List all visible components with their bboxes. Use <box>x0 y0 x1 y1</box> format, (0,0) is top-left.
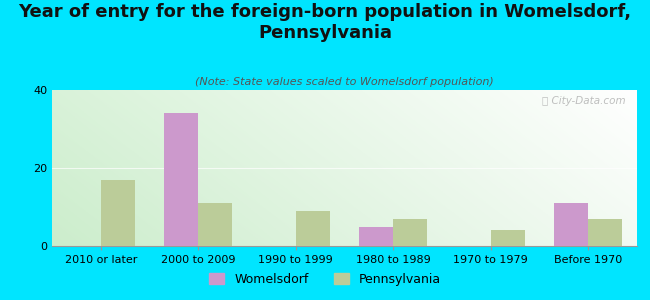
Bar <box>588 219 623 246</box>
Legend: Womelsdorf, Pennsylvania: Womelsdorf, Pennsylvania <box>204 268 446 291</box>
Bar <box>554 203 588 246</box>
Text: ⓘ City-Data.com: ⓘ City-Data.com <box>541 96 625 106</box>
Bar <box>359 226 393 246</box>
Bar <box>491 230 525 246</box>
Text: Year of entry for the foreign-born population in Womelsdorf,
Pennsylvania: Year of entry for the foreign-born popul… <box>18 3 632 42</box>
Bar <box>164 113 198 246</box>
Bar <box>393 219 428 246</box>
Bar <box>101 180 135 246</box>
Bar <box>296 211 330 246</box>
Bar <box>198 203 233 246</box>
Text: (Note: State values scaled to Womelsdorf population): (Note: State values scaled to Womelsdorf… <box>195 77 494 87</box>
